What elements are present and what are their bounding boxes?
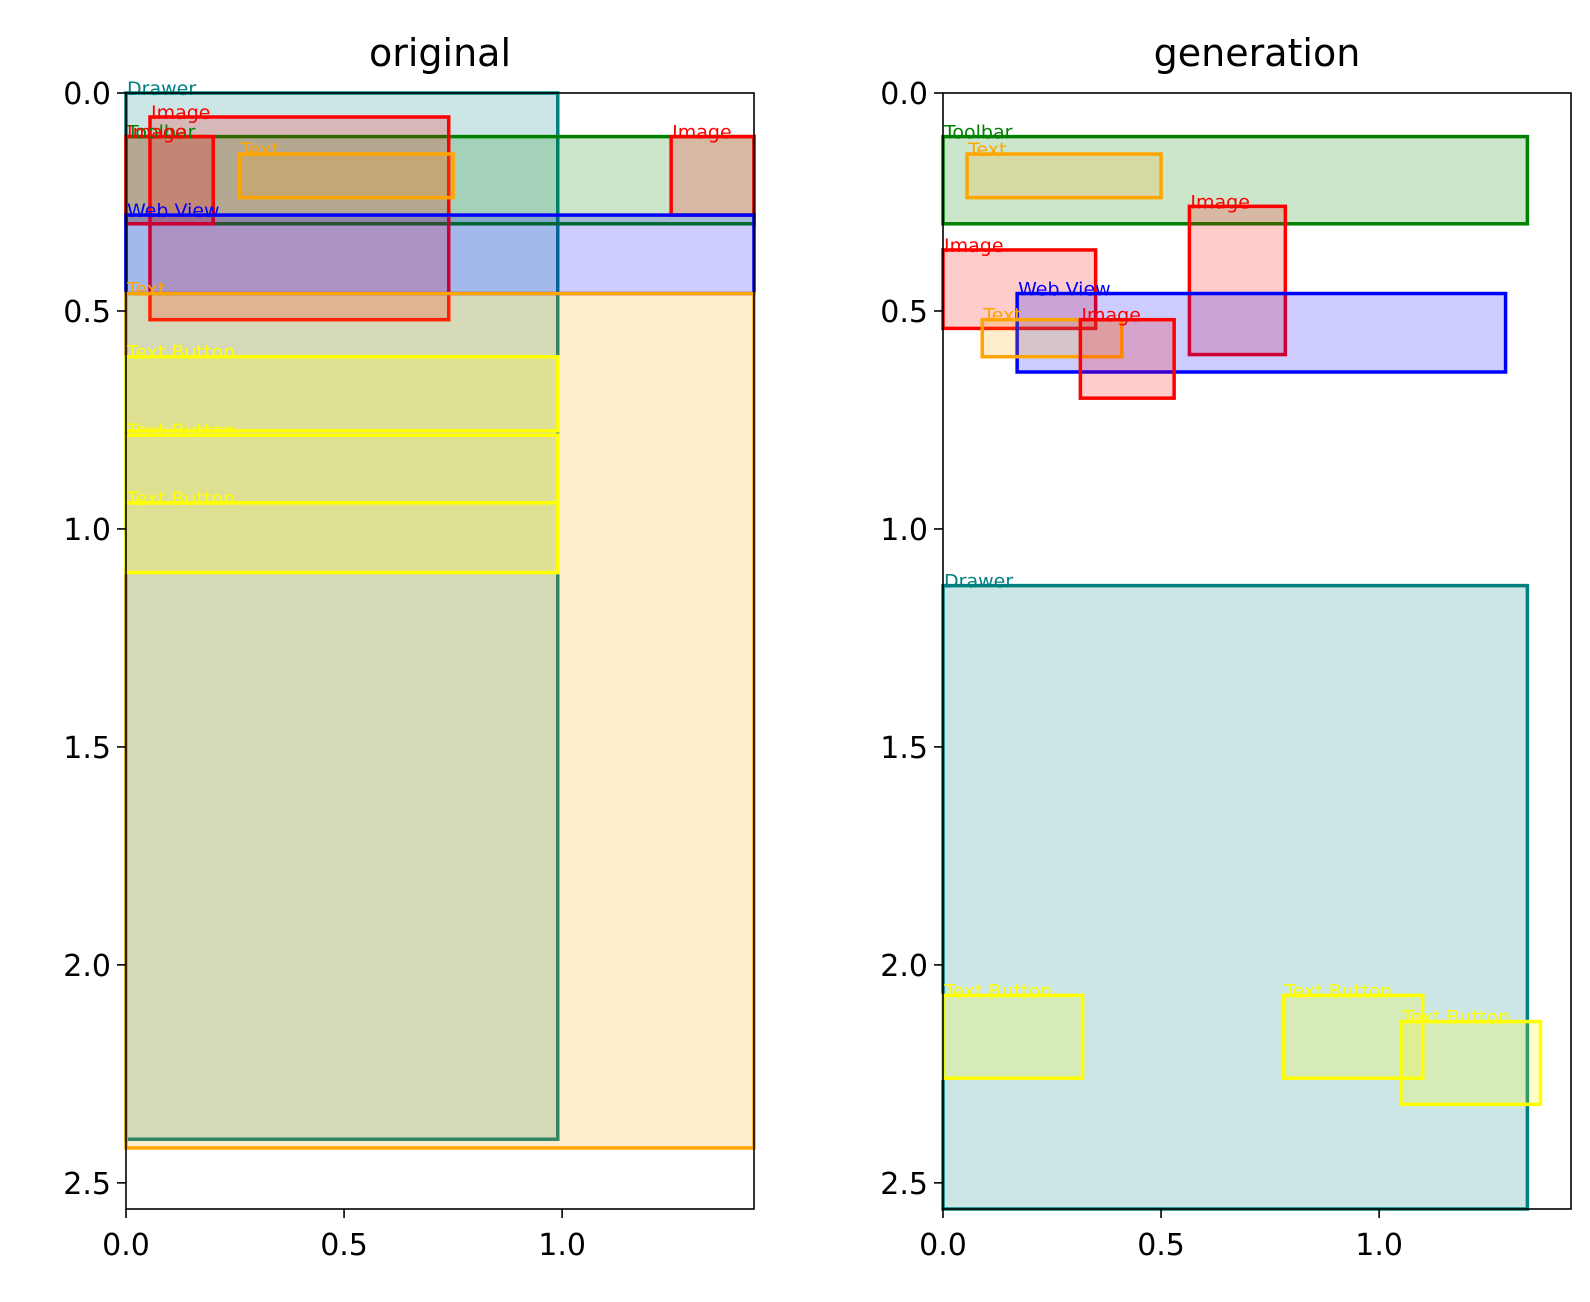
y-tick-label: 2.0 xyxy=(880,949,928,984)
bbox-label: Text xyxy=(126,279,165,301)
bbox-label: Text xyxy=(967,139,1006,161)
bbox-label: Image xyxy=(944,235,1004,257)
y-tick-label: 1.0 xyxy=(63,513,111,548)
y-tick-label: 2.0 xyxy=(63,949,111,984)
bbox-web-view xyxy=(1015,291,1508,374)
y-tick-label: 1.5 xyxy=(63,731,111,766)
bbox-label: Drawer xyxy=(944,571,1013,593)
bbox-text-button xyxy=(941,993,1085,1080)
bbox-image xyxy=(148,115,451,322)
bbox-text-button xyxy=(1399,1019,1543,1107)
bbox-label: Web View xyxy=(127,200,220,222)
y-tick-label: 0.0 xyxy=(63,77,111,112)
bbox-label: Text Button xyxy=(126,342,235,364)
bbox-label: Image xyxy=(1190,191,1250,213)
bbox-toolbar xyxy=(941,134,1530,226)
y-tick-label: 0.5 xyxy=(63,295,111,330)
bbox-label: Text Button xyxy=(1401,1007,1510,1029)
axes-frame xyxy=(125,92,755,1210)
bbox-label: Toolbar xyxy=(126,122,196,144)
y-tick-label: 1.5 xyxy=(880,731,928,766)
bbox-toolbar xyxy=(124,134,756,226)
bbox-text xyxy=(237,152,455,200)
panel-title: generation xyxy=(1154,31,1361,75)
x-tick-label: 1.0 xyxy=(1355,1228,1403,1263)
bbox-image xyxy=(1078,317,1176,400)
y-tick-label: 1.0 xyxy=(880,513,928,548)
bbox-label: Web View xyxy=(1018,279,1111,301)
y-tick-label: 0.0 xyxy=(880,77,928,112)
bbox-label: Image xyxy=(672,122,732,144)
x-tick-label: 0.5 xyxy=(1137,1228,1185,1263)
bbox-label: Text xyxy=(239,139,278,161)
y-tick-label: 2.5 xyxy=(63,1167,111,1202)
bbox-label: Text Button xyxy=(126,488,235,510)
panel-title: original xyxy=(369,31,511,75)
x-tick-label: 0.0 xyxy=(102,1228,150,1263)
bbox-text-button xyxy=(124,354,560,433)
bbox-text-button xyxy=(124,501,560,575)
bbox-label: Toolbar xyxy=(943,122,1013,144)
bbox-label: Drawer xyxy=(127,78,196,100)
bbox-drawer xyxy=(941,583,1530,1211)
bbox-image xyxy=(669,134,756,217)
x-tick-label: 0.0 xyxy=(919,1228,967,1263)
bbox-label: Text xyxy=(982,305,1021,327)
bbox-text xyxy=(980,317,1124,359)
axes-frame xyxy=(942,92,1572,1210)
bbox-image xyxy=(124,134,215,226)
x-tick-label: 0.5 xyxy=(320,1228,368,1263)
bbox-label: Text Button xyxy=(943,980,1052,1002)
bbox-label: Image xyxy=(127,122,187,144)
y-tick-label: 2.5 xyxy=(880,1167,928,1202)
bbox-image xyxy=(941,248,1098,331)
bbox-label: Image xyxy=(1081,305,1141,327)
bbox-web-view xyxy=(124,213,756,296)
bbox-drawer xyxy=(124,91,560,1141)
y-tick-label: 0.5 xyxy=(880,295,928,330)
x-tick-label: 1.0 xyxy=(538,1228,586,1263)
bbox-label: Text Button xyxy=(1283,980,1392,1002)
bbox-label: Image xyxy=(151,102,211,124)
bbox-text xyxy=(965,152,1163,200)
bbox-label: Text Button xyxy=(126,420,235,442)
bbox-image xyxy=(1187,204,1288,357)
